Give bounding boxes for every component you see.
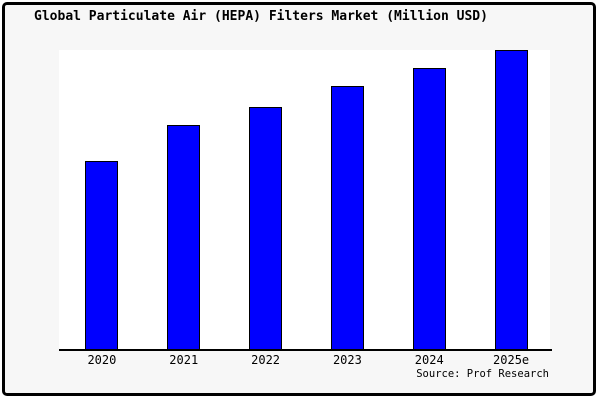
bar-2021 (167, 125, 201, 350)
x-axis-line (59, 349, 552, 351)
bar-2024 (412, 68, 446, 350)
bar-2023 (330, 86, 364, 350)
x-tick-label-2022: 2022 (251, 353, 281, 367)
source-credit: Source: Prof Research (416, 368, 549, 380)
x-tick-label-2024: 2024 (414, 353, 444, 367)
bar-2025e (494, 50, 528, 350)
x-tick-label-2023: 2023 (332, 353, 362, 367)
x-tick-label-2021: 2021 (169, 353, 199, 367)
x-tick-label-2025e: 2025e (493, 353, 530, 367)
x-tick-label-2020: 2020 (87, 353, 117, 367)
bar-2022 (249, 107, 283, 350)
bar-2020 (85, 161, 119, 350)
chart-title: Global Particulate Air (HEPA) Filters Ma… (34, 9, 488, 24)
plot-area (59, 50, 550, 350)
x-axis-tick-labels: 2020 2021 2022 2023 2024 2025e (0, 353, 600, 368)
